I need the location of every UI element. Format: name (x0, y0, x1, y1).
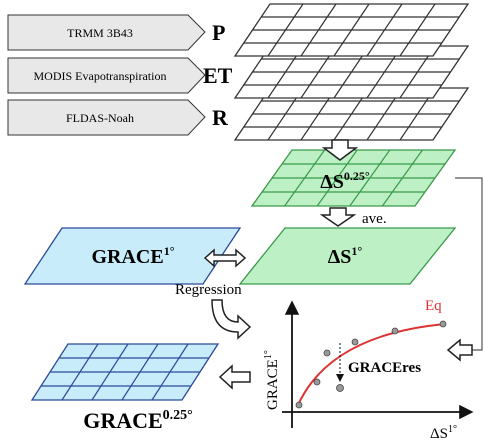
x-axis-label: ΔS1° (430, 424, 457, 442)
input-label: TRMM 3B43 (67, 26, 133, 40)
input-label: MODIS Evapotranspiration (34, 69, 167, 83)
input-box (7, 99, 206, 136)
point (351, 338, 359, 346)
point (391, 327, 399, 335)
superscript: 0.25° (344, 169, 370, 183)
label: ΔS (328, 246, 352, 268)
grids (23, 3, 470, 401)
label: GRACE (91, 246, 163, 268)
plane (238, 227, 457, 285)
regression-label: Regression (175, 282, 242, 298)
superscript: 1° (263, 350, 274, 359)
point (439, 320, 447, 328)
superscript: 1° (351, 244, 362, 258)
delta-s-fine: ΔS0.25° (320, 169, 370, 193)
delta-s-coarse: ΔS1° (328, 244, 363, 268)
point (295, 401, 303, 409)
connector (455, 177, 483, 351)
double-arrow (203, 248, 247, 268)
input-symbol: ET (203, 63, 233, 88)
input-boxes: TRMM 3B43 MODIS Evapotranspiration FLDAS… (7, 14, 233, 136)
input-box (7, 14, 206, 51)
superscript: 1° (164, 244, 175, 258)
input-symbol: R (212, 105, 229, 130)
superscript: 0.25° (163, 408, 193, 423)
residual-label: GRACEres (348, 360, 421, 376)
input-box (7, 57, 206, 94)
grace-coarse: GRACE1° (91, 244, 174, 268)
label: ΔS (320, 171, 344, 193)
arrow (319, 207, 357, 227)
label: GRACE (83, 408, 162, 433)
regression-curve (297, 323, 446, 406)
arrow (446, 338, 473, 362)
arrow (211, 299, 252, 340)
arrow (218, 364, 251, 390)
input-symbol: P (212, 20, 225, 45)
plane (23, 227, 242, 285)
y-axis-label: GRACE1° (263, 350, 281, 410)
point (313, 378, 321, 386)
residual-point (336, 384, 344, 392)
regression-plot: Eq GRACEres GRACE1° ΔS1° (263, 298, 474, 442)
label: GRACE (265, 359, 281, 410)
grace-fine: GRACE0.25° (83, 408, 193, 433)
input-label: FLDAS-Noah (66, 111, 134, 125)
curve-label: Eq (425, 298, 442, 314)
points (295, 320, 447, 409)
ave-label: ave. (362, 211, 387, 227)
label: ΔS (430, 426, 448, 442)
arrow (321, 139, 359, 161)
point (323, 349, 331, 357)
superscript: 1° (448, 424, 457, 435)
